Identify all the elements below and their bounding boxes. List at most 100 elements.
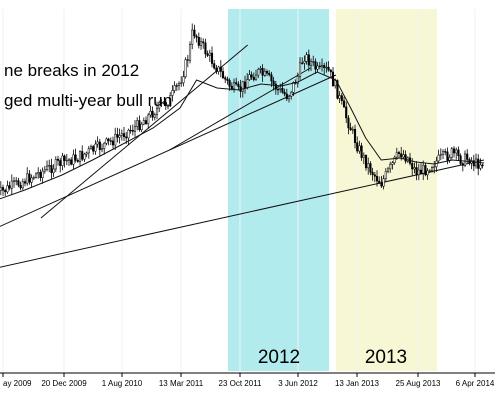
candle-body [48,165,51,167]
candle-body [257,69,260,76]
candle-body [397,152,401,154]
candle-body [417,169,420,176]
candle-body [221,71,225,79]
candle-body [246,79,249,89]
candle-body [202,41,205,44]
candle-body [173,85,176,91]
annotation-line-2: ged multi-year bull run [4,91,172,110]
candle-body [237,83,240,87]
candle-body [28,173,31,183]
candle-body [81,151,84,160]
candle-body [96,141,99,145]
candle-body [336,80,339,99]
candle-body [248,74,251,80]
trendline [0,74,337,227]
candle-body [402,154,405,158]
candle-body [347,117,350,129]
candle-body [92,146,95,152]
candle-body [210,52,214,64]
candle-body [32,177,35,179]
candle-body [54,158,57,170]
candle-body [285,93,288,100]
candle-body [351,129,354,131]
candle-body [162,102,165,104]
candle-body [446,151,449,161]
candle-body [107,138,110,141]
candle-body [327,66,330,71]
candle-body [459,155,462,164]
candle-body [191,29,194,45]
candle-body [452,148,456,154]
candle-body [404,154,407,162]
candle-body [109,140,112,142]
candle-body [290,92,293,97]
candle-body [325,66,328,69]
candle-body [479,164,482,169]
candle-body [169,95,172,107]
candle-body [345,106,348,119]
candle-body [254,74,258,80]
candle-body [367,163,370,169]
candle-body [19,185,22,189]
candle-body [67,159,71,161]
candle-body [391,162,394,165]
candle-body [375,175,379,182]
candle-body [74,154,77,161]
trendline [40,44,249,219]
candle-body [120,133,123,136]
candle-body [98,141,101,150]
candle-body [136,120,139,127]
candle-body [428,170,431,172]
annotation-line-1: ne breaks in 2012 [4,61,139,80]
candle-body [384,171,387,180]
candle-body [307,54,310,66]
candle-body [0,187,2,191]
candle-body [301,62,304,64]
candle-body [133,126,137,132]
candle-body [334,80,337,87]
candle-body [360,145,363,158]
candle-body [195,35,198,38]
candle-body [144,120,148,124]
candle-body [65,159,68,162]
candle-body [232,82,236,90]
candle-body [89,146,93,149]
candle-body [250,74,253,78]
candle-body [34,173,38,178]
candle-body [437,154,440,162]
candle-body [358,145,361,152]
candle-body [180,82,183,84]
band-label-2012: 2012 [258,347,300,368]
candle-body [329,69,332,73]
candle-body [215,67,218,72]
candle-body [30,177,33,183]
candle-body [356,142,359,152]
candle-body [160,102,163,104]
candle-body [226,78,229,81]
candle-body [83,153,86,160]
candle-body [17,180,20,186]
candle-body [263,71,266,76]
candle-body [147,114,150,124]
candle-body [395,152,398,158]
candle-body [193,29,196,37]
candle-body [182,76,185,84]
candle-body [316,65,319,70]
candle-body [259,68,262,70]
candle-body [72,154,75,165]
candle-body [419,169,423,174]
candle-body [241,81,244,92]
candle-body [265,71,269,74]
candle-body [87,148,90,154]
candle-body [466,153,469,160]
candle-body [450,148,453,158]
candle-body [217,66,220,72]
candle-body [50,165,53,173]
candle-body [155,107,159,115]
candle-body [292,82,295,93]
candle-body [373,174,376,177]
x-tick-label: 13 Mar 2011 [159,379,204,388]
candle-body [52,168,55,173]
candle-body [39,172,42,178]
